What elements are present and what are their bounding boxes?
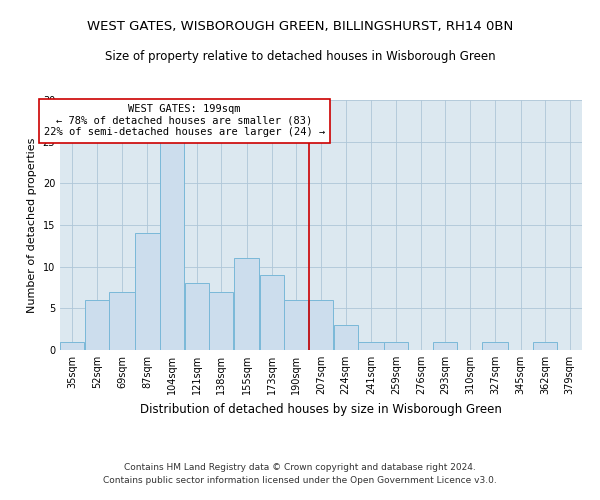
Text: Size of property relative to detached houses in Wisborough Green: Size of property relative to detached ho… xyxy=(104,50,496,63)
Bar xyxy=(85,300,109,350)
Bar xyxy=(60,342,85,350)
Text: Contains HM Land Registry data © Crown copyright and database right 2024.
Contai: Contains HM Land Registry data © Crown c… xyxy=(103,464,497,485)
Bar xyxy=(482,342,508,350)
X-axis label: Distribution of detached houses by size in Wisborough Green: Distribution of detached houses by size … xyxy=(140,402,502,415)
Bar xyxy=(433,342,457,350)
Bar xyxy=(334,325,358,350)
Bar xyxy=(185,284,209,350)
Bar xyxy=(384,342,408,350)
Bar xyxy=(309,300,333,350)
Bar xyxy=(136,234,160,350)
Bar xyxy=(209,292,233,350)
Bar xyxy=(160,142,184,350)
Bar xyxy=(109,292,135,350)
Bar xyxy=(358,342,383,350)
Text: WEST GATES, WISBOROUGH GREEN, BILLINGSHURST, RH14 0BN: WEST GATES, WISBOROUGH GREEN, BILLINGSHU… xyxy=(87,20,513,33)
Bar xyxy=(284,300,308,350)
Text: WEST GATES: 199sqm
← 78% of detached houses are smaller (83)
22% of semi-detache: WEST GATES: 199sqm ← 78% of detached hou… xyxy=(44,104,325,138)
Bar xyxy=(234,258,259,350)
Bar xyxy=(533,342,557,350)
Y-axis label: Number of detached properties: Number of detached properties xyxy=(27,138,37,312)
Bar xyxy=(260,275,284,350)
